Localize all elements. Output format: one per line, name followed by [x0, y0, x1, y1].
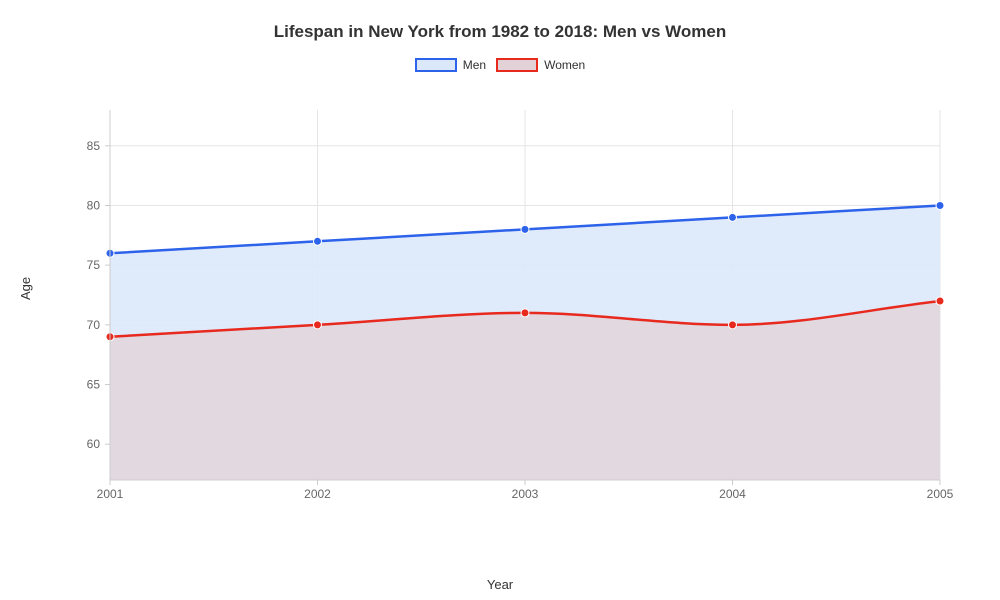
chart-svg: 60 65 70 75 80 85 2001 2002 2003 2004 2005 [60, 100, 960, 520]
xtick-label: 2004 [719, 487, 746, 501]
xtick-label: 2003 [512, 487, 539, 501]
chart-title: Lifespan in New York from 1982 to 2018: … [0, 0, 1000, 42]
marker-men[interactable] [729, 213, 737, 221]
legend-label-women: Women [544, 58, 585, 72]
ytick-label: 65 [87, 378, 101, 392]
plot-area: 60 65 70 75 80 85 2001 2002 2003 2004 2005 [60, 100, 960, 520]
marker-men[interactable] [936, 201, 944, 209]
marker-women[interactable] [314, 321, 322, 329]
ytick-label: 70 [87, 318, 101, 332]
legend-label-men: Men [463, 58, 486, 72]
marker-women[interactable] [521, 309, 529, 317]
marker-men[interactable] [314, 237, 322, 245]
legend: Men Women [0, 58, 1000, 72]
x-axis-label: Year [0, 577, 1000, 592]
xtick-label: 2002 [304, 487, 331, 501]
xtick-label: 2001 [97, 487, 124, 501]
y-axis-label: Age [18, 277, 33, 300]
ytick-label: 85 [87, 139, 101, 153]
legend-swatch-women [496, 58, 538, 72]
ytick-label: 60 [87, 437, 101, 451]
legend-item-women[interactable]: Women [496, 58, 585, 72]
marker-women[interactable] [729, 321, 737, 329]
legend-swatch-men [415, 58, 457, 72]
xtick-label: 2005 [927, 487, 954, 501]
marker-men[interactable] [521, 225, 529, 233]
marker-women[interactable] [936, 297, 944, 305]
ytick-label: 80 [87, 198, 101, 212]
ytick-label: 75 [87, 258, 101, 272]
legend-item-men[interactable]: Men [415, 58, 486, 72]
